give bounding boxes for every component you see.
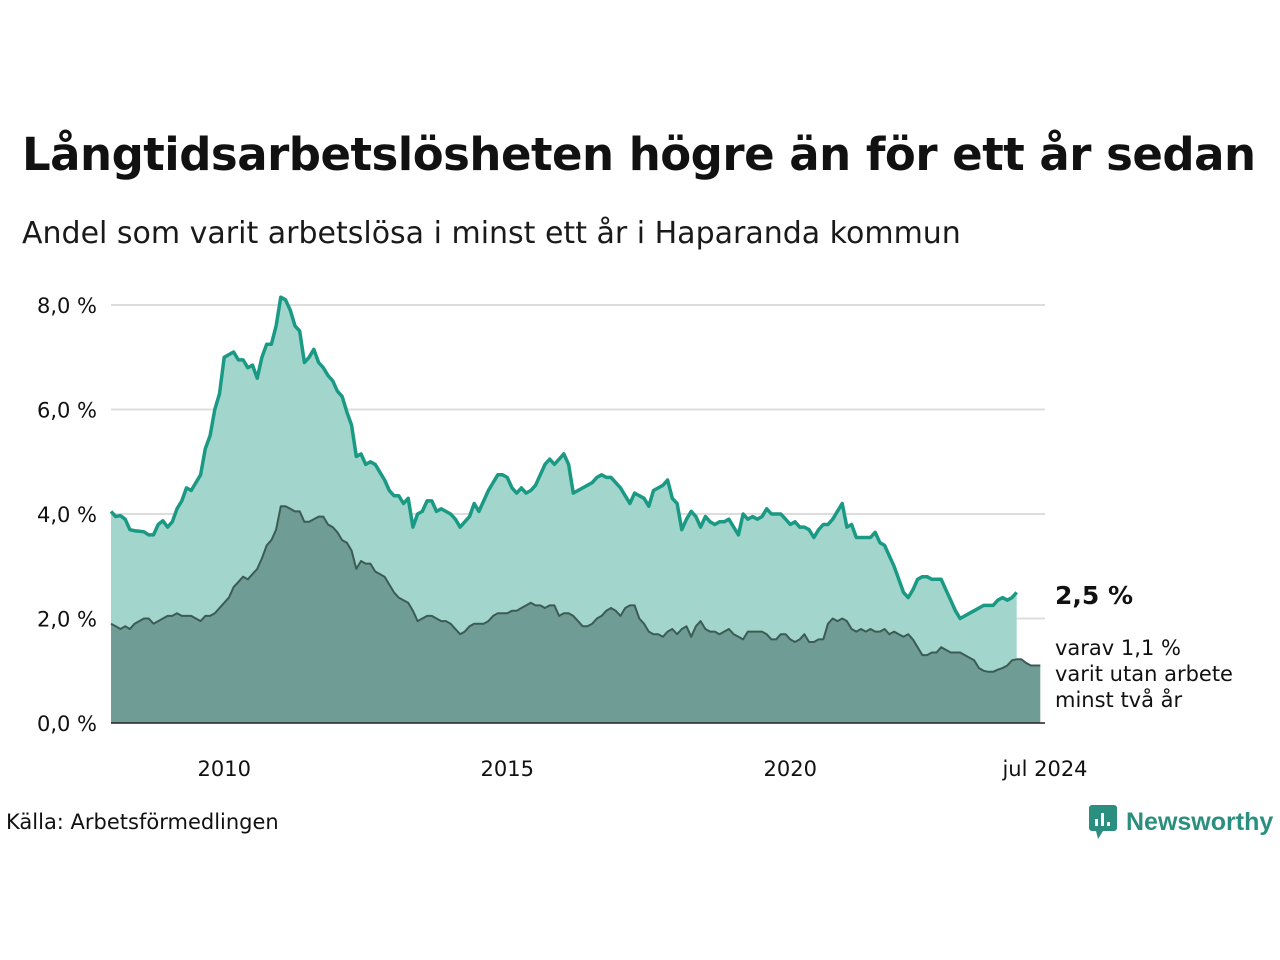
x-tick-labels: 2010 2015 2020 jul 2024 [197, 757, 1087, 781]
sub-series-line [110, 505, 1041, 673]
last-value-label: 2,5 % [1055, 581, 1133, 610]
source-note: Källa: Arbetsförmedlingen [6, 810, 279, 834]
y-tick-labels: 0,0 % 2,0 % 4,0 % 6,0 % 8,0 % [37, 294, 97, 736]
y-tick-label: 8,0 % [37, 294, 97, 318]
newsworthy-logo: Newsworthy [1088, 804, 1273, 840]
x-tick-label: 2010 [197, 757, 250, 781]
chart-title: Långtidsarbetslösheten högre än för ett … [22, 128, 1256, 181]
y-tick-label: 6,0 % [37, 399, 97, 423]
y-tick-label: 0,0 % [37, 712, 97, 736]
sub-annotation-line: varav 1,1 % [1055, 636, 1181, 660]
x-tick-label: jul 2024 [1001, 757, 1087, 781]
sub-annotation-line: varit utan arbete [1055, 662, 1233, 686]
y-tick-label: 4,0 % [37, 503, 97, 527]
chart-subtitle: Andel som varit arbetslösa i minst ett å… [22, 216, 961, 251]
x-tick-label: 2015 [481, 757, 534, 781]
main-series-line [109, 295, 1018, 621]
y-tick-label: 2,0 % [37, 608, 97, 632]
newsworthy-logo-text: Newsworthy [1126, 807, 1274, 836]
sub-annotation-line: minst två år [1055, 687, 1183, 712]
sub-series-area [111, 506, 1041, 723]
newsworthy-logo-icon [1089, 805, 1117, 839]
x-tick-label: 2020 [764, 757, 817, 781]
